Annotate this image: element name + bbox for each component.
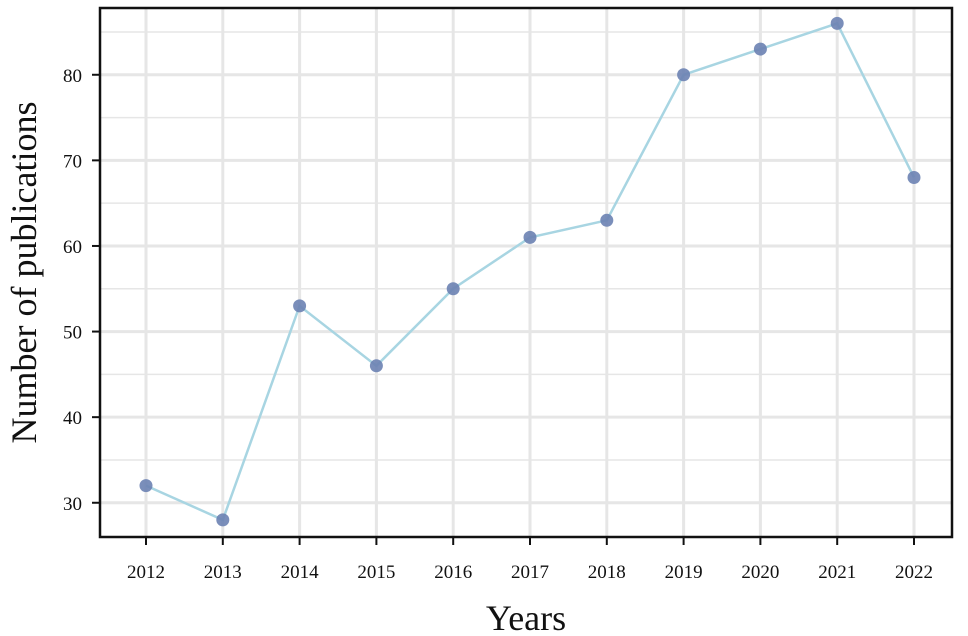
y-tick-label: 30 <box>63 494 82 515</box>
x-tick-label: 2013 <box>204 562 242 583</box>
x-tick-label: 2019 <box>665 562 703 583</box>
data-point <box>216 513 230 527</box>
y-tick-label: 80 <box>63 66 82 87</box>
data-point <box>600 213 614 227</box>
x-tick-label: 2017 <box>511 562 549 583</box>
y-axis-ticks: 30 40 50 60 70 80 <box>63 66 100 515</box>
series-points <box>139 16 921 527</box>
plot-panel-border <box>98 6 954 539</box>
x-tick-label: 2012 <box>127 562 165 583</box>
y-tick-label: 60 <box>63 237 82 258</box>
data-point <box>293 299 307 313</box>
x-axis-ticks: 2012 2013 2014 2015 2016 2017 2018 2019 2020 2021… <box>127 537 933 583</box>
x-tick-label: 2020 <box>741 562 779 583</box>
y-tick-label: 70 <box>63 151 82 172</box>
y-axis-title: Number of publications <box>4 102 44 444</box>
data-point <box>446 282 460 296</box>
data-point <box>907 170 921 184</box>
x-tick-label: 2015 <box>357 562 395 583</box>
y-tick-label: 50 <box>63 323 82 344</box>
x-tick-label: 2014 <box>281 562 320 583</box>
x-axis-title: Years <box>486 598 566 636</box>
data-point <box>830 16 844 30</box>
data-point <box>523 230 537 244</box>
data-point <box>369 359 383 373</box>
grid-lines <box>100 8 952 537</box>
y-tick-label: 40 <box>63 408 82 429</box>
x-tick-label: 2021 <box>818 562 856 583</box>
x-tick-label: 2018 <box>588 562 626 583</box>
data-point <box>677 68 691 82</box>
x-tick-label: 2016 <box>434 562 472 583</box>
data-point <box>139 479 153 493</box>
data-point <box>753 42 767 56</box>
x-tick-label: 2022 <box>895 562 933 583</box>
